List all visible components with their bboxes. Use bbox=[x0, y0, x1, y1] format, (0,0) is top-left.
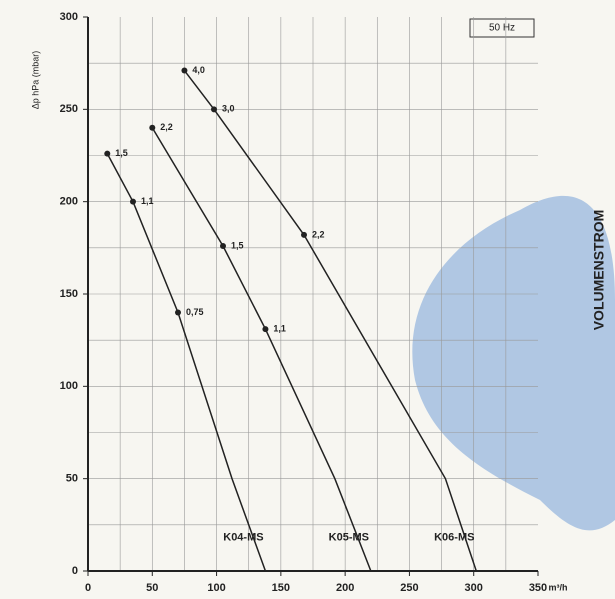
point-label: 2,2 bbox=[160, 122, 173, 132]
side-label: VOLUMENSTROM bbox=[591, 210, 607, 331]
background-stain bbox=[412, 195, 615, 531]
point-label: 2,2 bbox=[312, 229, 325, 239]
series-label: K04-MS bbox=[223, 532, 263, 544]
x-tick-label: 250 bbox=[400, 582, 418, 594]
x-tick-label: 0 bbox=[85, 582, 91, 594]
y-tick-label: 50 bbox=[66, 473, 78, 485]
point bbox=[130, 198, 136, 205]
x-tick-label: 300 bbox=[465, 582, 483, 594]
point bbox=[301, 231, 307, 238]
y-tick-label: 100 bbox=[60, 380, 78, 392]
point bbox=[104, 150, 111, 157]
x-tick-label: 50 bbox=[146, 582, 158, 594]
point-label: 1,5 bbox=[115, 148, 128, 158]
point bbox=[181, 67, 188, 74]
curve bbox=[151, 127, 372, 572]
frequency-box bbox=[469, 18, 535, 38]
x-tick-label: 150 bbox=[272, 582, 290, 594]
x-tick-label: 350 bbox=[529, 582, 547, 594]
y-tick-label: 300 bbox=[60, 11, 78, 23]
x-unit-label: m³/h bbox=[549, 582, 568, 592]
curve bbox=[106, 153, 267, 572]
point-label: 1,1 bbox=[273, 323, 286, 333]
point bbox=[262, 326, 269, 333]
y-axis-label: Δp hPa (mbar) bbox=[30, 51, 40, 110]
point-label: 0,75 bbox=[186, 307, 204, 317]
point bbox=[220, 242, 226, 249]
x-tick-label: 200 bbox=[336, 582, 354, 594]
point-label: 1,1 bbox=[141, 196, 154, 206]
y-tick-label: 200 bbox=[60, 196, 78, 208]
point-label: 1,5 bbox=[231, 240, 244, 250]
series-label: K06-MS bbox=[434, 532, 474, 544]
point bbox=[211, 106, 217, 113]
point bbox=[149, 124, 156, 131]
point-label: 4,0 bbox=[192, 65, 205, 75]
point bbox=[175, 309, 181, 316]
x-tick-label: 100 bbox=[207, 582, 225, 594]
y-tick-label: 250 bbox=[60, 103, 78, 115]
point-label: 3,0 bbox=[222, 104, 235, 114]
frequency-label: 50 Hz bbox=[489, 23, 515, 34]
y-tick-label: 150 bbox=[60, 288, 78, 300]
y-tick-label: 0 bbox=[72, 565, 78, 577]
series-label: K05-MS bbox=[329, 532, 369, 544]
